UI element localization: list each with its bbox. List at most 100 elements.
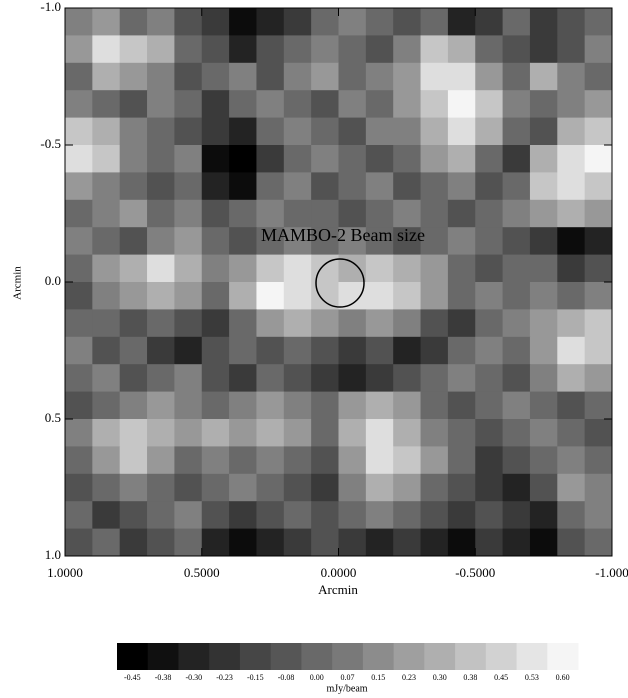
cell <box>393 419 422 447</box>
cell <box>201 62 230 91</box>
cell <box>557 172 586 201</box>
cell <box>229 199 257 228</box>
cell <box>256 528 285 557</box>
cell <box>256 336 285 365</box>
cell <box>201 145 230 173</box>
colorbar-label: mJy/beam <box>326 683 367 694</box>
colorbar-box <box>209 643 241 670</box>
cell <box>283 35 312 64</box>
cell <box>584 8 613 36</box>
colorbar-tick-label: 0.53 <box>525 673 539 682</box>
cell <box>147 336 175 365</box>
cell <box>283 364 312 393</box>
cell <box>502 364 531 393</box>
cell <box>529 35 558 64</box>
cell <box>529 446 558 475</box>
cell <box>283 254 312 283</box>
cell <box>119 172 148 201</box>
cell <box>475 446 504 475</box>
cell <box>92 419 121 447</box>
cell <box>229 145 257 173</box>
cell <box>174 90 203 119</box>
cell <box>147 62 175 91</box>
cell <box>256 117 285 146</box>
cell <box>201 446 230 475</box>
cell <box>256 473 285 502</box>
cell <box>447 364 476 393</box>
cell <box>420 309 449 338</box>
cell <box>119 62 148 91</box>
cell <box>65 282 93 310</box>
x-axis-label: Arcmin <box>318 582 358 597</box>
cell <box>256 309 285 338</box>
cell <box>584 336 613 365</box>
cell <box>229 473 257 502</box>
cell <box>174 336 203 365</box>
x-tick-label: -1.000 <box>595 565 628 580</box>
cell <box>502 528 531 557</box>
colorbar-box <box>485 643 518 670</box>
cell <box>365 528 394 557</box>
cell <box>147 446 175 475</box>
cell <box>502 391 531 420</box>
cell <box>65 62 93 91</box>
cell <box>229 62 257 91</box>
cell <box>338 309 367 338</box>
cell <box>584 35 613 64</box>
cell <box>256 419 285 447</box>
x-tick-label: 0.0000 <box>321 565 357 580</box>
cell <box>283 501 312 530</box>
colorbar-tick-label: 0.00 <box>310 673 324 682</box>
cell <box>147 8 175 36</box>
cell <box>311 364 339 393</box>
colorbar-box <box>516 643 548 670</box>
cell <box>174 62 203 91</box>
colorbar-tick-label: -0.23 <box>216 673 233 682</box>
y-tick-label: -1.0 <box>40 0 61 14</box>
cell <box>174 282 203 310</box>
cell <box>311 172 339 201</box>
cell <box>502 446 531 475</box>
colorbar-tick-label: 0.38 <box>463 673 477 682</box>
cell <box>65 309 93 338</box>
cell <box>529 199 558 228</box>
cell <box>365 35 394 64</box>
cell <box>365 199 394 228</box>
cell <box>119 473 148 502</box>
cell <box>147 117 175 146</box>
cell <box>557 8 586 36</box>
cell <box>92 336 121 365</box>
cell <box>147 35 175 64</box>
cell <box>283 8 312 36</box>
cell <box>584 528 613 557</box>
cell <box>65 35 93 64</box>
cell <box>283 172 312 201</box>
cell <box>92 145 121 173</box>
cell <box>174 446 203 475</box>
cell <box>119 145 148 173</box>
cell <box>393 309 422 338</box>
cell <box>475 254 504 283</box>
cell <box>283 473 312 502</box>
cell <box>557 391 586 420</box>
cell <box>584 364 613 393</box>
cell <box>502 35 531 64</box>
x-tick-label: -0.5000 <box>455 565 495 580</box>
cell <box>65 90 93 119</box>
cell <box>584 473 613 502</box>
cell <box>557 199 586 228</box>
cell <box>420 35 449 64</box>
cell <box>420 364 449 393</box>
cell <box>502 8 531 36</box>
cell <box>557 528 586 557</box>
cell <box>283 391 312 420</box>
cell <box>475 364 504 393</box>
cell <box>92 117 121 146</box>
cell <box>283 309 312 338</box>
colorbar-tick-label: 0.60 <box>556 673 570 682</box>
cell <box>529 364 558 393</box>
cell <box>256 8 285 36</box>
cell <box>475 501 504 530</box>
cell <box>256 254 285 283</box>
cell <box>283 336 312 365</box>
